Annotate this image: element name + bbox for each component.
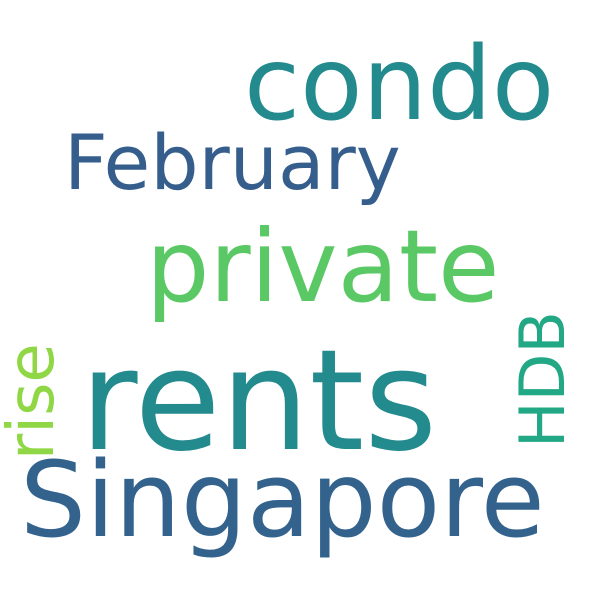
word-rents: rents xyxy=(80,320,438,483)
word-private: private xyxy=(146,208,500,325)
word-rise: rise xyxy=(0,343,69,460)
word-singapore: Singapore xyxy=(20,439,545,561)
word-condo: condo xyxy=(244,25,555,144)
word-hdb: HDB xyxy=(506,311,579,448)
word-february: February xyxy=(64,118,401,207)
